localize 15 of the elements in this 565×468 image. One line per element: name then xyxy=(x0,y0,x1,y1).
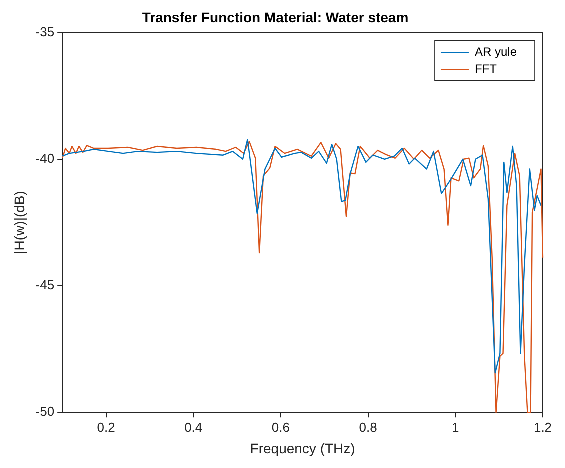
x-axis-title: Frequency (THz) xyxy=(250,440,356,456)
legend-label: FFT xyxy=(474,62,498,76)
y-tick-label: -50 xyxy=(36,404,55,420)
x-tick-label: 0.6 xyxy=(272,420,290,435)
chart-title: Transfer Function Material: Water steam xyxy=(142,9,409,26)
x-tick-label: 1.2 xyxy=(534,420,552,435)
legend-label: AR yule xyxy=(474,45,518,60)
x-tick-label: 0.4 xyxy=(184,420,203,435)
y-tick-label: -35 xyxy=(36,24,55,40)
x-tick-label: 0.8 xyxy=(359,420,378,435)
y-tick-label: -45 xyxy=(36,278,55,293)
x-tick-label: 1 xyxy=(452,420,460,435)
y-tick-label: -40 xyxy=(36,150,55,166)
y-axis-title: |H(w)|(dB) xyxy=(11,191,28,254)
x-tick-label: 0.2 xyxy=(97,420,116,435)
